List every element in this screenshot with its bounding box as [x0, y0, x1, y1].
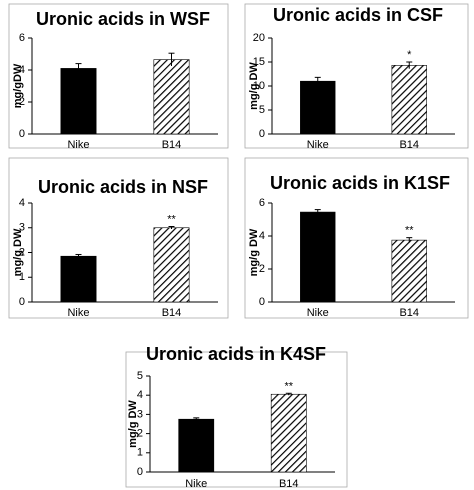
y-tick-label: 6 [259, 197, 265, 209]
bar-nike [60, 68, 97, 135]
x-category-label: B14 [279, 478, 299, 490]
y-axis-label: mg/g DW [12, 228, 24, 276]
panel-frame [8, 157, 229, 319]
chart-title: Uronic acids in NSF [38, 177, 208, 197]
y-tick-label: 2 [19, 96, 25, 108]
y-tick-label: 4 [19, 64, 25, 76]
chart-title: Uronic acids in CSF [273, 5, 443, 25]
y-tick-label: 2 [259, 263, 265, 275]
y-tick-label: 5 [259, 104, 265, 116]
x-category-label: Nike [307, 139, 329, 151]
y-tick-label: 1 [137, 447, 143, 459]
bar-nike [300, 80, 336, 135]
chart-title: Uronic acids in K4SF [146, 344, 326, 364]
y-axis-label: mg/g DW [248, 228, 260, 276]
y-tick-label: 3 [19, 222, 25, 234]
bar-b14 [153, 59, 190, 135]
y-tick-label: 1 [19, 271, 25, 283]
y-tick-label: 5 [137, 370, 143, 382]
significance-marker: ** [405, 225, 414, 237]
y-axis-label: mg/g DW [127, 400, 139, 448]
chart-title: Uronic acids in K1SF [270, 173, 450, 193]
significance-marker: ** [167, 214, 176, 226]
chart-panel-4: Uronic acids in K1SF 0 2 4 6 mg/g DW Nike ** B14 [244, 157, 469, 319]
bar-nike [300, 211, 336, 303]
bar-b14 [153, 227, 190, 303]
y-axis-label: mg/gDW [12, 63, 24, 108]
bar-b14 [270, 393, 307, 473]
y-tick-label: 6 [19, 32, 25, 44]
y-tick-label: 2 [137, 428, 143, 440]
chart-panel-1: Uronic acids in WSF 0 2 4 6 mg/gDW Nike B14 [8, 3, 229, 151]
chart-panel-3: Uronic acids in NSF 0 1 2 3 4 mg/g DW Nike ** B14 [8, 157, 229, 319]
y-tick-label: 0 [259, 128, 265, 140]
x-category-label: Nike [67, 307, 89, 319]
significance-marker: ** [284, 380, 293, 392]
y-tick-label: 20 [253, 32, 265, 44]
x-category-label: B14 [399, 307, 419, 319]
y-tick-label: 0 [137, 466, 143, 478]
y-tick-label: 15 [253, 56, 265, 68]
chart-panel-5: Uronic acids in K4SF 0 1 2 3 4 5 mg/g DW Nike ** B… [125, 344, 348, 490]
x-category-label: B14 [399, 139, 419, 151]
x-category-label: Nike [185, 478, 207, 490]
y-tick-label: 2 [19, 246, 25, 258]
x-category-label: Nike [67, 139, 89, 151]
panel-frame [244, 3, 469, 149]
y-tick-label: 0 [19, 128, 25, 140]
panel-frame [244, 157, 469, 319]
bar-nike [60, 255, 97, 303]
y-tick-label: 4 [259, 230, 265, 242]
y-tick-label: 3 [137, 408, 143, 420]
y-axis-label: mg/g DW [248, 62, 260, 110]
panel-frame [125, 351, 348, 488]
y-tick-label: 10 [253, 80, 265, 92]
y-tick-label: 0 [19, 296, 25, 308]
x-category-label: B14 [162, 139, 182, 151]
x-category-label: Nike [307, 307, 329, 319]
panel-frame [8, 3, 229, 149]
y-tick-label: 4 [19, 197, 25, 209]
y-tick-label: 4 [137, 389, 143, 401]
significance-marker: * [407, 49, 412, 61]
chart-title: Uronic acids in WSF [36, 9, 210, 29]
chart-panel-2: Uronic acids in CSF 0 5 10 15 20 mg/g DW Nike * B… [244, 3, 469, 151]
bar-nike [178, 418, 215, 473]
x-category-label: B14 [162, 307, 182, 319]
bar-b14 [391, 65, 427, 135]
y-tick-label: 0 [259, 296, 265, 308]
bar-b14 [391, 239, 427, 303]
